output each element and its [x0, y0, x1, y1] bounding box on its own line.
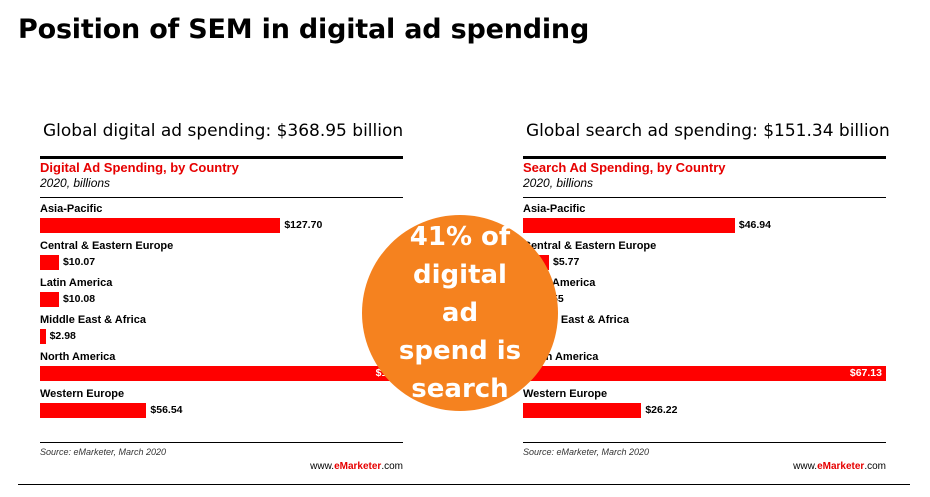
brand-name: eMarketer [817, 461, 865, 472]
bar [40, 218, 281, 233]
emarketer-brand: www.eMarketer.com [793, 461, 886, 472]
search-ad-spending-chart: Search Ad Spending, by Country 2020, bil… [523, 156, 886, 476]
category-label: Western Europe [523, 388, 608, 400]
data-label: $161 [40, 366, 399, 381]
digital-total-subtitle: Global digital ad spending: $368.95 bill… [43, 121, 404, 141]
category-label: Middle East & Africa [40, 314, 146, 326]
bar [40, 292, 59, 307]
brand-prefix: www. [310, 461, 335, 472]
page-title: Position of SEM in digital ad spending [18, 14, 590, 45]
chart-source: Source: eMarketer, March 2020 [523, 447, 650, 457]
category-label: Asia-Pacific [40, 203, 103, 215]
bottom-rule [18, 484, 910, 485]
digital-ad-spending-chart: Digital Ad Spending, by Country 2020, bi… [40, 156, 403, 476]
data-label: $26.22 [645, 404, 678, 416]
chart-title: Search Ad Spending, by Country [523, 160, 726, 175]
bar [523, 403, 642, 418]
category-label: Central & Eastern Europe [40, 240, 174, 252]
chart-source: Source: eMarketer, March 2020 [40, 447, 167, 457]
category-label: Asia-Pacific [523, 203, 586, 215]
data-label: $5.77 [553, 256, 580, 268]
brand-suffix: .com [381, 461, 403, 472]
bar [40, 255, 59, 270]
chart-footer-rule [523, 442, 886, 443]
data-label: $127.70 [284, 219, 323, 231]
category-label: Western Europe [40, 388, 125, 400]
bar [40, 403, 147, 418]
brand-name: eMarketer [334, 461, 382, 472]
chart-title: Digital Ad Spending, by Country [40, 160, 239, 175]
search-total-subtitle: Global search ad spending: $151.34 billi… [526, 121, 890, 141]
chart-top-rule [523, 156, 886, 159]
brand-prefix: www. [793, 461, 818, 472]
category-label: Central & Eastern Europe [523, 240, 657, 252]
chart-unit: 2020, billions [523, 176, 594, 190]
data-label: 55 [552, 293, 564, 305]
bar [40, 366, 403, 381]
category-label: North America [40, 351, 116, 363]
chart-header-rule [523, 197, 886, 198]
category-label: Latin America [40, 277, 113, 289]
data-label: $46.94 [738, 219, 771, 231]
data-label: $10.08 [62, 293, 96, 305]
bar [523, 218, 735, 233]
chart-unit: 2020, billions [40, 176, 111, 190]
bar [523, 366, 886, 381]
brand-suffix: .com [864, 461, 886, 472]
emarketer-brand: www.eMarketer.com [310, 461, 403, 472]
data-label: $67.13 [849, 367, 882, 379]
data-label: $56.54 [150, 404, 183, 416]
chart-top-rule [40, 156, 403, 159]
callout-text: 41% of digital ad spend is search [398, 222, 522, 404]
chart-footer-rule [40, 442, 403, 443]
data-label: $2.98 [49, 330, 76, 342]
bar [40, 329, 46, 344]
search-share-callout: 41% of digital ad spend is search [362, 215, 558, 411]
chart-header-rule [40, 197, 403, 198]
data-label: $10.07 [62, 256, 96, 268]
